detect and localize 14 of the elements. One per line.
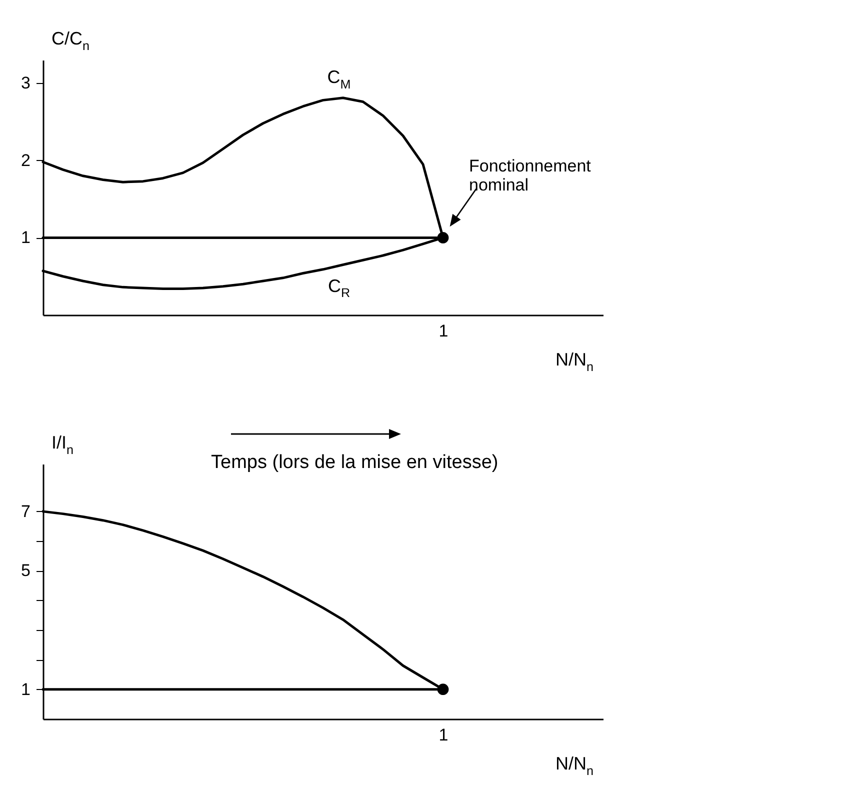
x-axis-title: N/N$_{n}$ <box>555 350 594 374</box>
annotation: Fonctionnement nominal <box>469 156 592 195</box>
y-axis-title: C/C$_{n}$ <box>52 28 90 53</box>
annotation: Temps (lors de la mise en vitesse) <box>211 452 498 473</box>
series-label: C$_{M}$ <box>327 66 351 92</box>
y-tick-label: 1 <box>21 680 30 699</box>
y-axis-title: I/I$_{n}$ <box>52 432 74 457</box>
y-tick-label: 5 <box>21 561 30 580</box>
y-tick-label: 2 <box>21 150 30 170</box>
x-axis-title: N/N$_{n}$ <box>555 754 594 778</box>
y-tick-label: 1 <box>21 228 30 248</box>
series-label: C$_{R}$ <box>328 276 350 300</box>
y-tick-label: 7 <box>21 502 30 521</box>
y-tick-label: 3 <box>21 74 30 93</box>
